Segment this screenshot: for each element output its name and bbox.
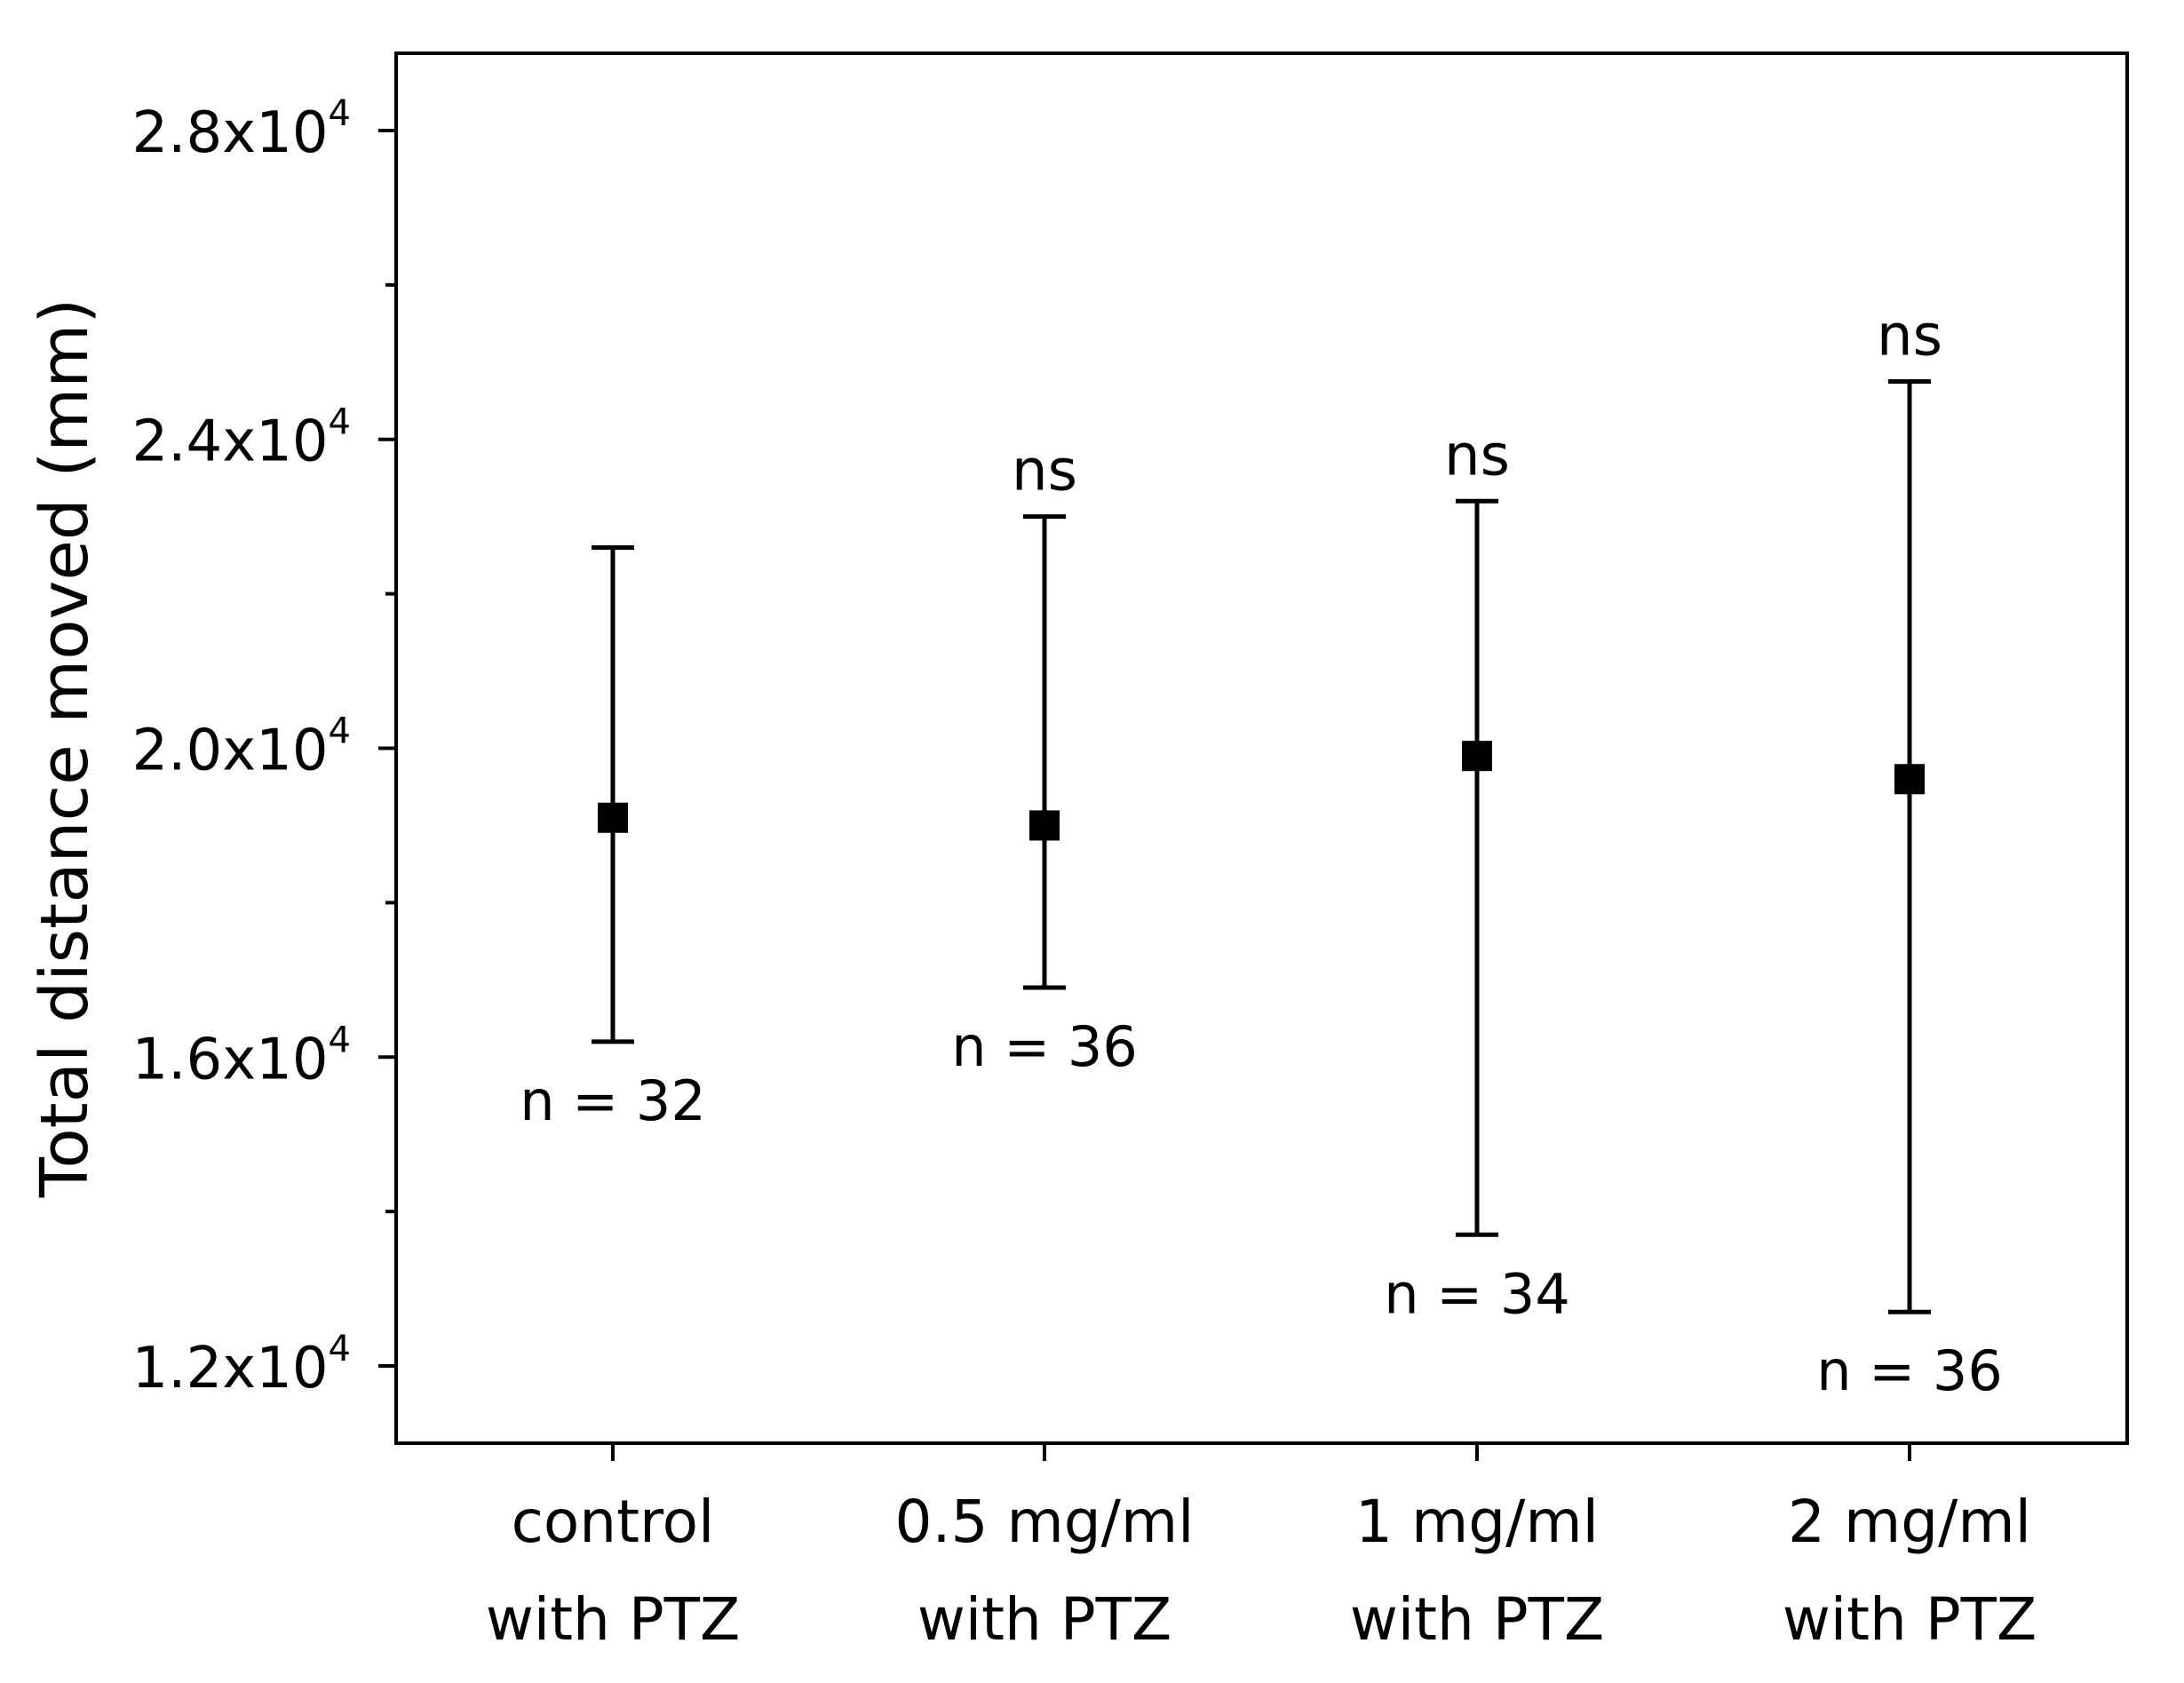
- x-tick-label-line2: with PTZ: [1350, 1585, 1604, 1654]
- n-label: n = 36: [1816, 1338, 2003, 1403]
- significance-label: ns: [1012, 439, 1077, 504]
- mean-marker: [1029, 810, 1060, 841]
- mean-marker: [1462, 741, 1492, 772]
- y-tick-mantissa: 1.2x10: [131, 1336, 328, 1401]
- x-tick-label-line2: with PTZ: [486, 1585, 740, 1654]
- mean-marker: [1894, 764, 1925, 795]
- axes: 1.2x1041.6x1042.0x1042.4x1042.8x104contr…: [131, 52, 2129, 1654]
- y-tick-exponent: 4: [329, 1329, 351, 1369]
- y-tick-mantissa: 2.0x10: [131, 718, 328, 784]
- significance-label: ns: [1877, 304, 1942, 369]
- y-tick-label: 2.8x104: [131, 93, 351, 166]
- significance-label: ns: [1444, 423, 1510, 488]
- n-label: n = 32: [520, 1068, 706, 1133]
- y-tick-exponent: 4: [329, 711, 351, 752]
- y-tick-exponent: 4: [329, 1020, 351, 1060]
- y-tick-exponent: 4: [329, 402, 351, 443]
- data-points: n = 32 n = 36 ns n = 34 ns n = 36 ns: [520, 304, 2003, 1404]
- x-tick-label-line1: 0.5 mg/ml: [895, 1488, 1195, 1556]
- y-tick-label: 1.2x104: [131, 1329, 351, 1401]
- y-axis-label: Total distance moved (mm): [27, 298, 103, 1199]
- y-tick-mantissa: 2.4x10: [131, 409, 328, 475]
- y-tick-label: 1.6x104: [131, 1020, 351, 1092]
- y-tick-label: 2.4x104: [131, 402, 351, 475]
- n-label: n = 34: [1384, 1261, 1570, 1326]
- y-tick-mantissa: 2.8x10: [131, 100, 328, 166]
- x-tick-label-line1: 2 mg/ml: [1788, 1488, 2031, 1556]
- y-tick-label: 2.0x104: [131, 711, 351, 784]
- y-tick-mantissa: 1.6x10: [131, 1027, 328, 1092]
- mean-marker: [598, 802, 628, 833]
- x-tick-label-line1: 1 mg/ml: [1355, 1488, 1599, 1556]
- x-tick-label-line2: with PTZ: [1783, 1585, 2037, 1654]
- n-label: n = 36: [951, 1014, 1138, 1079]
- y-tick-exponent: 4: [329, 93, 351, 134]
- x-tick-label-line2: with PTZ: [917, 1585, 1171, 1654]
- x-tick-label-line1: control: [512, 1488, 715, 1556]
